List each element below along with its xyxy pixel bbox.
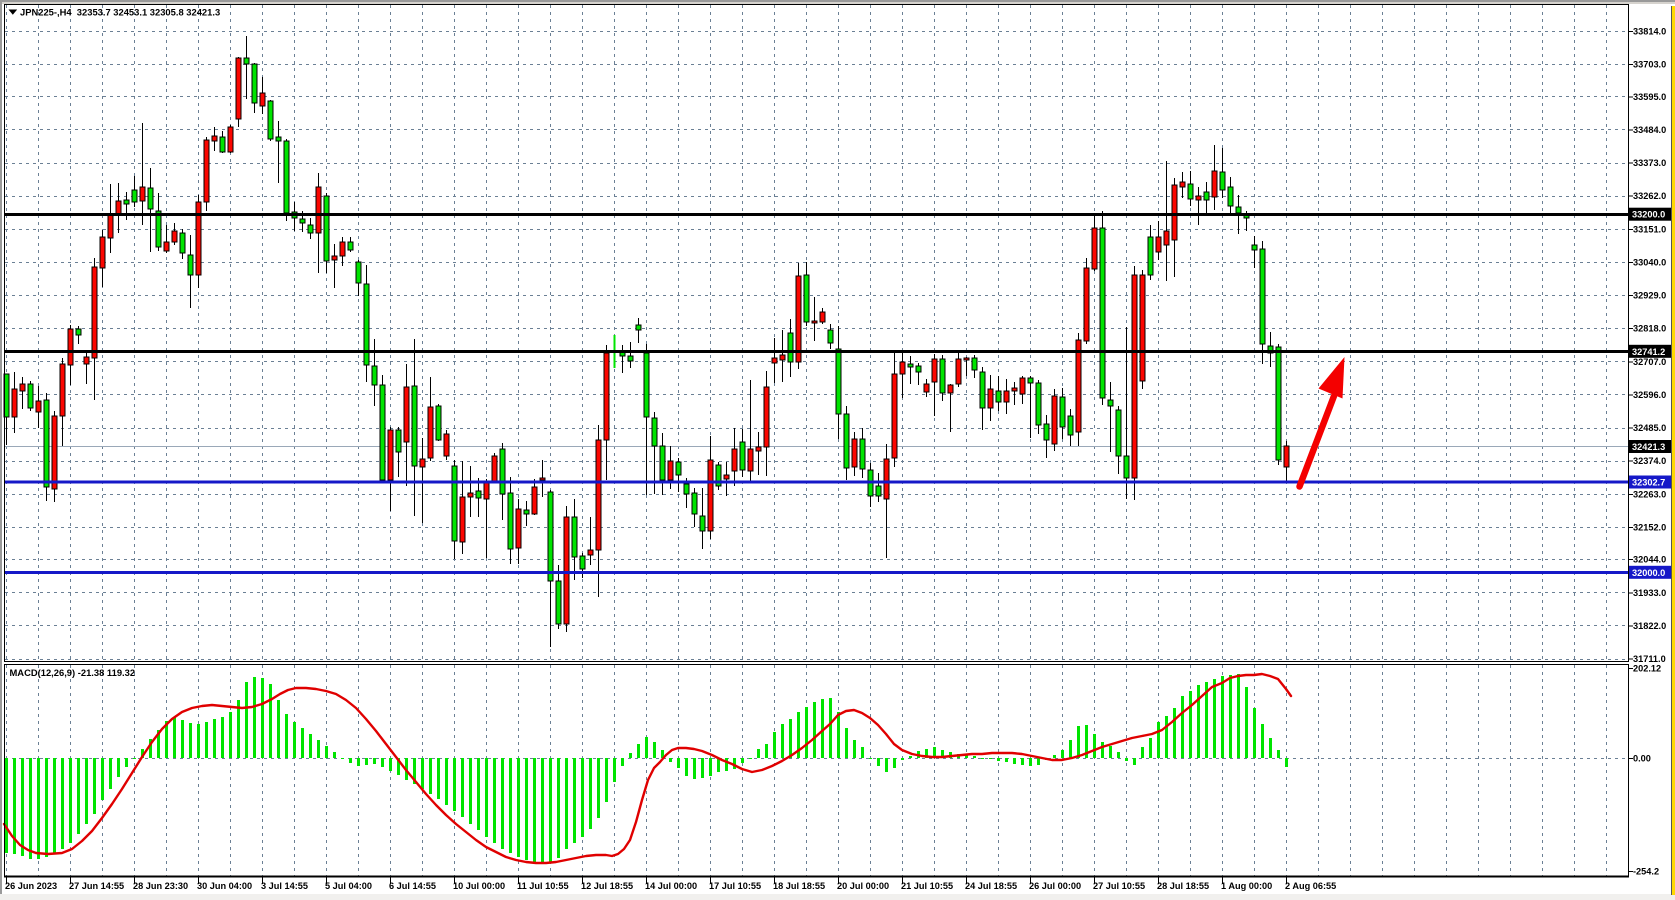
svg-text:JPN225-,H4 32353.7 32453.1 32: JPN225-,H4 32353.7 32453.1 32305.8 32421… — [20, 6, 220, 17]
svg-text:6 Jul 14:55: 6 Jul 14:55 — [389, 881, 436, 891]
svg-text:1 Aug 00:00: 1 Aug 00:00 — [1221, 881, 1272, 891]
svg-text:33373.0: 33373.0 — [1633, 158, 1666, 168]
svg-text:14 Jul 00:00: 14 Jul 00:00 — [645, 881, 697, 891]
svg-text:0.00: 0.00 — [1633, 754, 1651, 764]
svg-text:11 Jul 10:55: 11 Jul 10:55 — [517, 881, 569, 891]
svg-text:17 Jul 10:55: 17 Jul 10:55 — [709, 881, 761, 891]
svg-text:33595.0: 33595.0 — [1633, 92, 1666, 102]
svg-text:10 Jul 00:00: 10 Jul 00:00 — [453, 881, 505, 891]
svg-text:33151.0: 33151.0 — [1633, 224, 1666, 234]
svg-text:32302.7: 32302.7 — [1632, 478, 1665, 488]
svg-text:30 Jun 04:00: 30 Jun 04:00 — [197, 881, 252, 891]
svg-text:33703.0: 33703.0 — [1633, 60, 1666, 70]
svg-text:12 Jul 18:55: 12 Jul 18:55 — [581, 881, 633, 891]
svg-text:28 Jun 23:30: 28 Jun 23:30 — [133, 881, 188, 891]
svg-text:21 Jul 10:55: 21 Jul 10:55 — [901, 881, 953, 891]
svg-text:27 Jul 10:55: 27 Jul 10:55 — [1093, 881, 1145, 891]
svg-text:32044.0: 32044.0 — [1633, 555, 1666, 565]
svg-text:3 Jul 14:55: 3 Jul 14:55 — [261, 881, 308, 891]
svg-text:MACD(12,26,9) -21.38 119.32: MACD(12,26,9) -21.38 119.32 — [10, 667, 136, 678]
svg-text:32421.3: 32421.3 — [1632, 442, 1665, 452]
svg-text:31822.0: 31822.0 — [1633, 621, 1666, 631]
svg-text:32596.0: 32596.0 — [1633, 390, 1666, 400]
svg-text:20 Jul 00:00: 20 Jul 00:00 — [837, 881, 889, 891]
svg-text:18 Jul 18:55: 18 Jul 18:55 — [773, 881, 825, 891]
svg-text:32263.0: 32263.0 — [1633, 489, 1666, 499]
svg-text:26 Jul 00:00: 26 Jul 00:00 — [1029, 881, 1081, 891]
svg-text:26 Jun 2023: 26 Jun 2023 — [5, 881, 57, 891]
svg-text:33814.0: 33814.0 — [1633, 26, 1666, 36]
svg-text:32485.0: 32485.0 — [1633, 423, 1666, 433]
svg-text:-254.2: -254.2 — [1633, 867, 1659, 877]
svg-text:24 Jul 18:55: 24 Jul 18:55 — [965, 881, 1017, 891]
svg-text:31933.0: 31933.0 — [1633, 588, 1666, 598]
svg-text:202.12: 202.12 — [1633, 664, 1661, 674]
svg-text:33262.0: 33262.0 — [1633, 191, 1666, 201]
svg-text:31711.0: 31711.0 — [1633, 654, 1666, 664]
svg-text:32741.2: 32741.2 — [1632, 347, 1665, 357]
svg-text:33040.0: 33040.0 — [1633, 257, 1666, 267]
svg-text:32374.0: 32374.0 — [1633, 456, 1666, 466]
svg-text:28 Jul 18:55: 28 Jul 18:55 — [1157, 881, 1209, 891]
svg-text:33484.0: 33484.0 — [1633, 125, 1666, 135]
svg-text:33200.0: 33200.0 — [1632, 210, 1665, 220]
svg-text:2 Aug 06:55: 2 Aug 06:55 — [1285, 881, 1336, 891]
svg-text:32929.0: 32929.0 — [1633, 291, 1666, 301]
svg-text:32818.0: 32818.0 — [1633, 324, 1666, 334]
svg-text:27 Jun 14:55: 27 Jun 14:55 — [69, 881, 124, 891]
svg-text:32707.0: 32707.0 — [1633, 357, 1666, 367]
svg-text:5 Jul 04:00: 5 Jul 04:00 — [325, 881, 372, 891]
svg-text:32000.0: 32000.0 — [1632, 568, 1665, 578]
svg-text:32152.0: 32152.0 — [1633, 522, 1666, 532]
